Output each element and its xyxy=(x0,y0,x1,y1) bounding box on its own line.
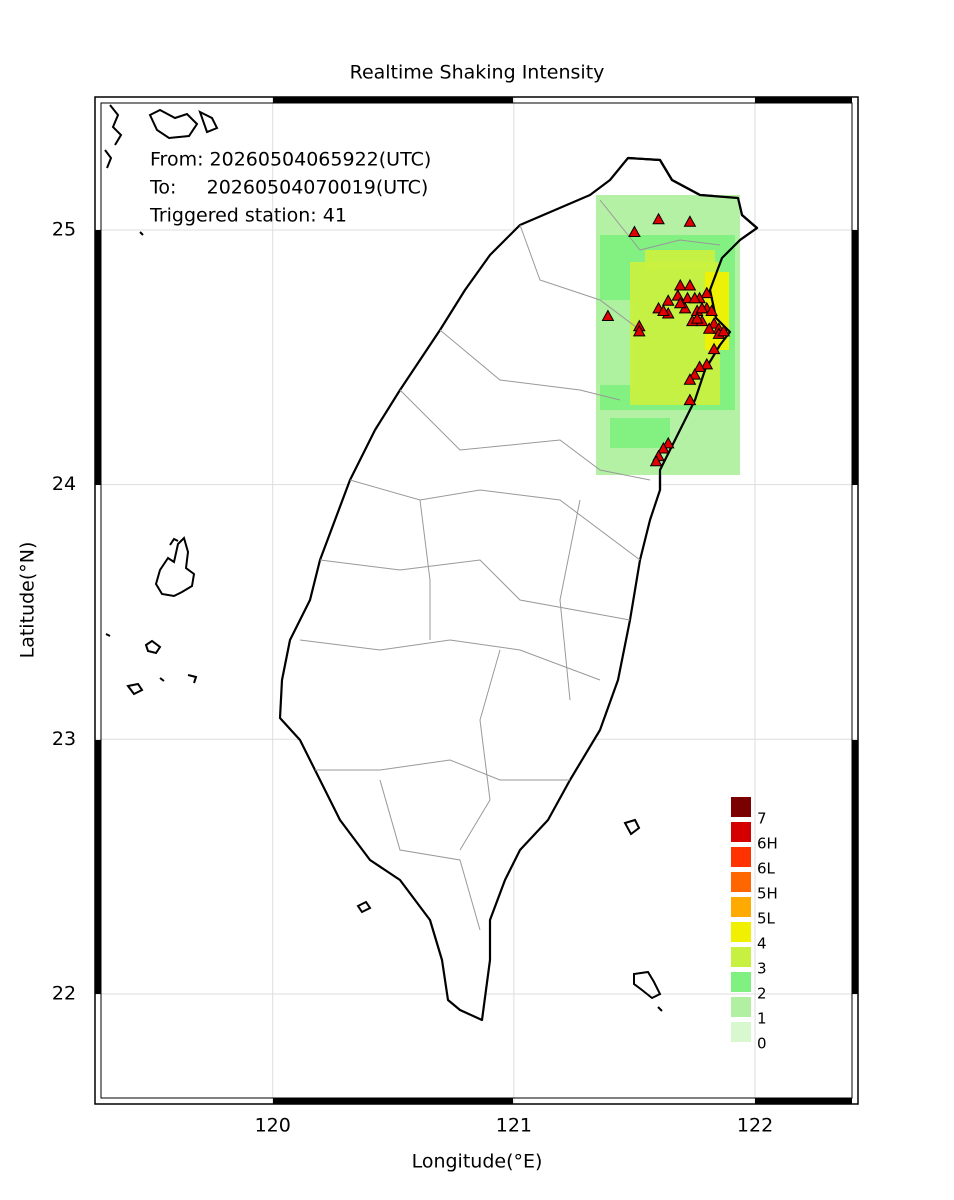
legend-swatch xyxy=(731,997,751,1017)
station xyxy=(628,225,641,237)
event-info: From: 20260504065922(UTC) To: 2026050407… xyxy=(149,149,431,227)
station xyxy=(683,215,697,227)
islands xyxy=(104,104,663,1012)
station xyxy=(683,393,697,406)
station xyxy=(652,212,665,225)
y-axis-label: Latitude(°N) xyxy=(17,542,39,659)
station xyxy=(683,278,697,291)
legend-swatch xyxy=(731,822,751,842)
station xyxy=(673,296,687,309)
station xyxy=(688,291,702,304)
legend-label: 3 xyxy=(757,960,767,978)
station xyxy=(657,304,670,316)
y-tick-label: 23 xyxy=(52,728,76,750)
info-from: From: 20260504065922(UTC) xyxy=(150,149,431,171)
station xyxy=(695,301,709,314)
legend-label: 6L xyxy=(757,860,776,878)
station xyxy=(683,373,697,385)
legend-label: 5H xyxy=(757,885,778,903)
station xyxy=(657,441,670,454)
x-axis-label: Longitude(°E) xyxy=(412,1151,543,1173)
intensity-cell xyxy=(596,300,634,385)
info-to: To: 20260504070019(UTC) xyxy=(149,177,428,199)
station xyxy=(693,360,706,372)
legend: 7 6H 6L 5H 5L 4 3 2 1 0 xyxy=(731,797,778,1053)
station xyxy=(705,304,718,316)
station xyxy=(707,317,721,329)
penghu-islands xyxy=(105,536,198,696)
legend-label: 7 xyxy=(757,810,767,828)
intensity-cell xyxy=(610,418,670,448)
legend-swatch xyxy=(731,972,751,992)
y-tick-label: 22 xyxy=(52,982,76,1004)
frame-scale-bars xyxy=(95,97,858,1104)
legend-swatch xyxy=(731,897,751,917)
station xyxy=(700,357,714,370)
legend-label: 0 xyxy=(757,1035,767,1053)
legend-label: 6H xyxy=(757,835,778,853)
intensity-cell xyxy=(645,250,715,270)
x-tick-label: 122 xyxy=(737,1115,773,1137)
intensity-field xyxy=(596,195,740,475)
station xyxy=(700,286,714,299)
x-tick-label: 120 xyxy=(255,1115,291,1137)
stations xyxy=(601,212,731,467)
y-tick-label: 24 xyxy=(52,473,76,495)
legend-swatch xyxy=(731,797,751,817)
station xyxy=(690,312,704,324)
station xyxy=(661,294,675,306)
legend-label: 2 xyxy=(757,985,767,1003)
legend-label: 4 xyxy=(757,935,767,953)
legend-swatch xyxy=(731,847,751,867)
station xyxy=(632,324,646,337)
station xyxy=(649,454,663,467)
east-coastline xyxy=(627,156,759,490)
station xyxy=(661,436,675,449)
legend-swatch xyxy=(731,947,751,967)
map-title: Realtime Shaking Intensity xyxy=(350,62,605,84)
station xyxy=(717,324,731,337)
station xyxy=(673,278,687,291)
county-borders xyxy=(299,199,721,931)
legend-label: 1 xyxy=(757,1010,767,1028)
station xyxy=(702,322,716,334)
y-tick-label: 25 xyxy=(52,218,76,240)
offshore-islands xyxy=(356,818,663,1012)
coast-islands xyxy=(104,104,219,236)
legend-swatch xyxy=(731,1022,751,1042)
legend-swatch xyxy=(731,872,751,892)
info-count: Triggered station: 41 xyxy=(149,205,347,227)
station xyxy=(601,309,615,322)
station xyxy=(688,368,702,380)
legend-label: 5L xyxy=(757,910,776,928)
station xyxy=(707,342,721,355)
x-tick-label: 121 xyxy=(496,1115,532,1137)
legend-swatch xyxy=(731,922,751,942)
